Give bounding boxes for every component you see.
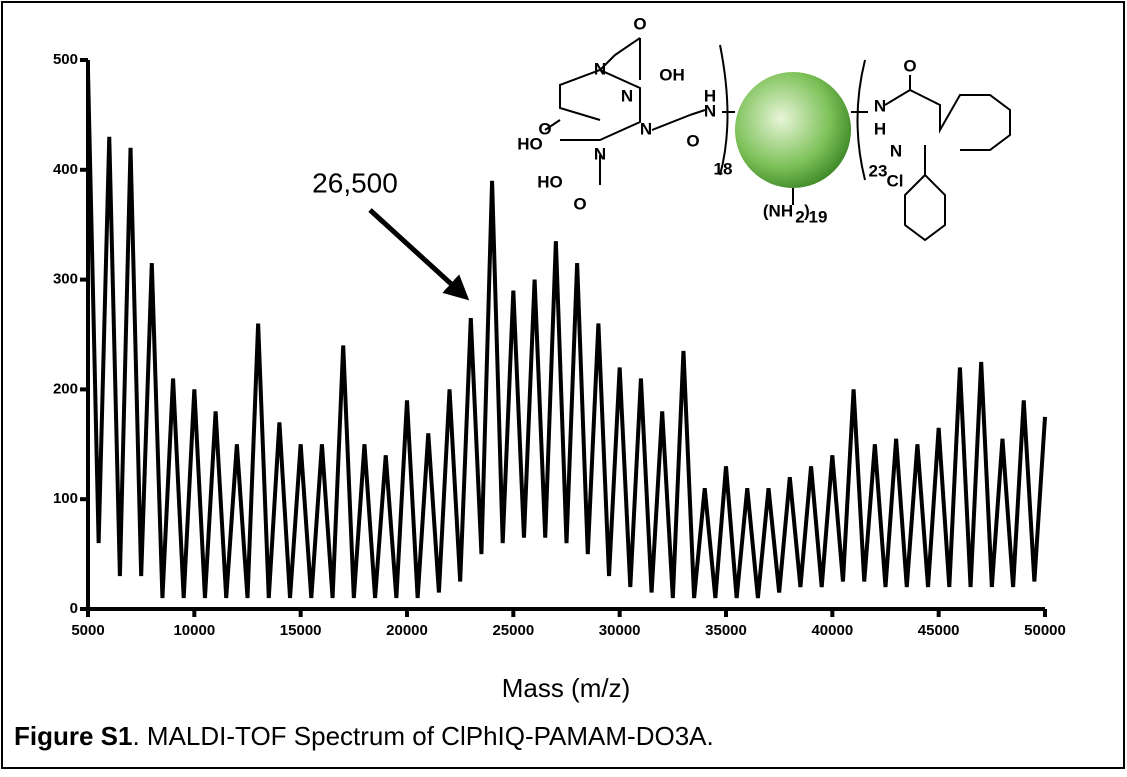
x-tick-label: 40000 [811,622,853,639]
bond [599,54,616,71]
structure-label: Cl [887,171,904,190]
spectrum-line [86,70,1047,599]
x-axis-label: Mass (m/z) [502,673,631,703]
structure-label: 23 [869,161,888,180]
bond [689,109,706,116]
bracket [719,44,729,176]
structure-label: N [890,141,902,160]
structure-label: 19 [809,207,828,226]
structure-label: N [594,144,606,163]
structure-label: 18 [714,159,733,178]
x-tick-label: 20000 [386,622,428,639]
dendrimer-sphere [735,72,851,188]
bond [904,145,946,242]
caption-text: . MALDI-TOF Spectrum of ClPhIQ-PAMAM-DO3… [132,721,713,751]
structure-label: N [594,59,606,78]
structure-label: O [903,56,916,75]
y-tick-label: 400 [53,161,78,178]
annotation: 26,500 [312,167,398,198]
bond [544,119,561,131]
structure-label: O [686,131,699,150]
bond [884,88,1011,151]
structure-label: HO [537,172,563,191]
y-tick-label: 200 [53,380,78,397]
caption: Figure S1. MALDI-TOF Spectrum of ClPhIQ-… [14,721,714,751]
structure-label: O [573,194,586,213]
x-tick-label: 45000 [918,622,960,639]
structure-label: N [640,119,652,138]
structure-label: HO [517,134,543,153]
x-tick-label: 15000 [280,622,322,639]
arrow [368,208,470,301]
x-tick-label: 35000 [705,622,747,639]
x-tick-label: 25000 [492,622,534,639]
y-tick-label: 0 [70,600,78,617]
bond [559,68,641,141]
structure-label: N [874,96,886,115]
structure-label: O [538,119,551,138]
y-tick-label: 100 [53,490,78,507]
caption-label: Figure S1 [14,721,132,751]
x-tick-label: 30000 [599,622,641,639]
structure-label: O [633,14,646,33]
structure-label: OH [659,65,685,84]
y-tick-label: 500 [53,51,78,68]
bond [614,37,641,56]
structure-label: ) [804,201,810,220]
structure-label: N [704,101,716,120]
x-tick-label: 50000 [1024,622,1066,639]
bracket [856,59,866,181]
structure-label: H [874,119,886,138]
bond [651,114,691,131]
x-tick-label: 10000 [173,622,215,639]
structure-label: H [704,86,716,105]
x-tick-label: 5000 [71,622,104,639]
y-tick-label: 300 [53,271,78,288]
structure-label: N [621,86,633,105]
structure-label: 2 [795,207,804,226]
structure-label: (NH [763,201,793,220]
structure-bonds [544,37,1011,242]
